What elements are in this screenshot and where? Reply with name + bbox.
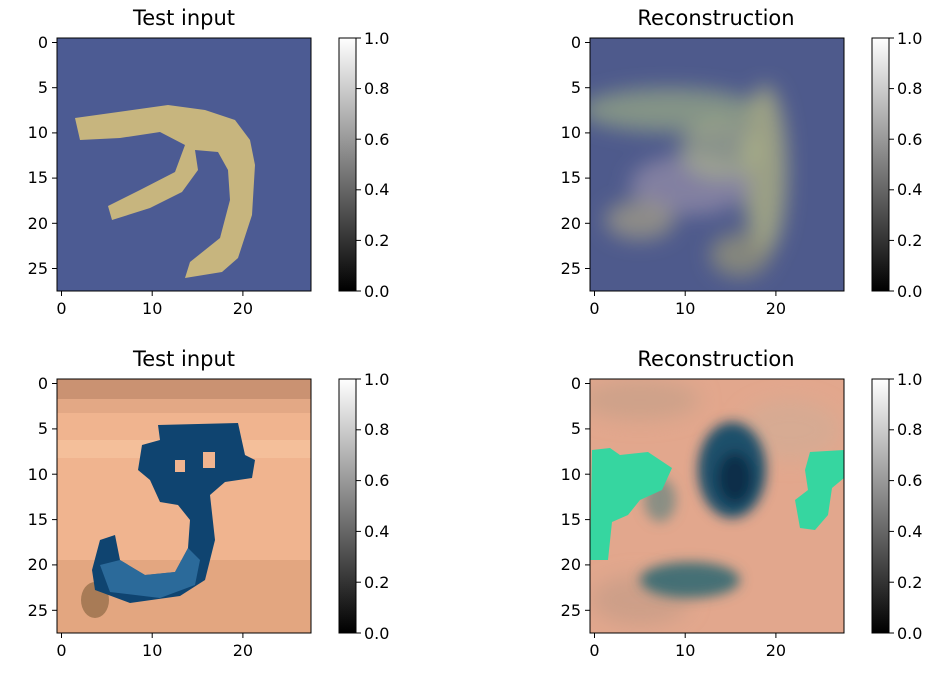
panel-0-frame [56, 37, 312, 292]
panel-3-colorbar-tick-label: 0.0 [897, 624, 922, 643]
panel-3-colorbar-tick-label: 0.4 [897, 522, 922, 541]
panel-3-ytick-label: 20 [561, 555, 581, 574]
panel-0-colorbar-tick-label: 0.0 [364, 282, 389, 301]
panel-3-ytick-label: 0 [571, 374, 581, 393]
panel-3-colorbar-tick-label: 1.0 [897, 370, 922, 389]
panel-2-colorbar-tick-label: 0.4 [364, 522, 389, 541]
panel-2-xtick-label: 20 [233, 641, 253, 660]
panel-0-yticks: 0 5 10 15 20 25 [28, 33, 57, 278]
panel-1-colorbar-tick-label: 0.2 [897, 231, 922, 250]
panel-1-colorbar-tick-label: 1.0 [897, 29, 922, 48]
panel-2-yticks: 0 5 10 15 20 25 [28, 374, 57, 620]
panel-1-xtick-label: 0 [589, 299, 599, 318]
panel-0-xticks: 0 10 20 [56, 291, 253, 318]
panel-1-colorbar-tick-label: 0.8 [897, 79, 922, 98]
panel-3-colorbar-tick-label: 0.8 [897, 420, 922, 439]
panel-0: Test input 0 10 20 0 5 10 15 20 [28, 6, 390, 318]
panel-1-xtick-label: 20 [766, 299, 786, 318]
panel-2-colorbar-gradient [338, 378, 357, 634]
panel-3-xticks: 0 10 20 [589, 633, 786, 660]
panel-2-colorbar-tick-label: 0.6 [364, 471, 389, 490]
panel-3-frame [589, 378, 845, 634]
panel-0-colorbar-tick-label: 1.0 [364, 29, 389, 48]
panel-3-image [590, 379, 844, 633]
panel-0-colorbar-tick-label: 0.6 [364, 130, 389, 149]
panel-1-image [590, 38, 844, 291]
panel-2-xtick-label: 10 [142, 641, 162, 660]
panel-3-ytick-label: 5 [571, 419, 581, 438]
panel-2-xtick-label: 0 [56, 641, 66, 660]
panel-2-title: Test input [132, 347, 235, 371]
panel-2-xticks: 0 10 20 [56, 633, 253, 660]
panel-2-ytick-label: 15 [28, 510, 48, 529]
panel-2: Test input 0 10 20 [28, 347, 390, 660]
panel-1-title: Reconstruction [637, 6, 794, 30]
panel-2-colorbar-tick-label: 0.0 [364, 624, 389, 643]
panel-3-yticks: 0 5 10 15 20 25 [561, 374, 590, 620]
panel-2-colorbar-tick-label: 0.2 [364, 573, 389, 592]
panel-3-title: Reconstruction [637, 347, 794, 371]
panel-2-ytick-label: 5 [38, 419, 48, 438]
panel-1-ytick-label: 5 [571, 78, 581, 97]
panel-0-ytick-label: 15 [28, 168, 48, 187]
panel-2-colorbar-tick-label: 0.8 [364, 420, 389, 439]
panel-3-teal-patch-right [795, 450, 844, 530]
panel-1-colorbar-tick-label: 0.6 [897, 130, 922, 149]
panel-2-ytick-label: 20 [28, 555, 48, 574]
panel-2-ytick-label: 25 [28, 601, 48, 620]
panel-1-ytick-label: 15 [561, 168, 581, 187]
panel-3-ytick-label: 10 [561, 465, 581, 484]
panel-3-colorbar: 0.0 0.2 0.4 0.6 0.8 1.0 [871, 370, 922, 643]
panel-2-colorbar: 0.0 0.2 0.4 0.6 0.8 1.0 [338, 370, 389, 643]
panel-0-xtick-label: 20 [233, 299, 253, 318]
panel-1-xticks: 0 10 20 [589, 291, 786, 318]
panel-3-teal-patch-left [590, 448, 672, 560]
panel-1-yticks: 0 5 10 15 20 25 [561, 33, 590, 278]
panel-0-colorbar-tick-label: 0.8 [364, 79, 389, 98]
panel-3-colorbar-gradient [871, 378, 890, 634]
panel-1-ytick-label: 0 [571, 33, 581, 52]
panel-1-ytick-label: 25 [561, 259, 581, 278]
panel-1: Reconstruction 0 10 20 [561, 6, 923, 318]
panel-0-image [57, 38, 311, 291]
panel-2-image [57, 379, 311, 633]
panel-0-ytick-label: 5 [38, 78, 48, 97]
panel-1-frame [589, 37, 845, 292]
panel-2-ytick-label: 10 [28, 465, 48, 484]
panel-0-colorbar-tick-label: 0.2 [364, 231, 389, 250]
panel-1-ytick-label: 10 [561, 123, 581, 142]
panel-3-dark-blob [640, 422, 766, 598]
panel-2-frame [56, 378, 312, 634]
panel-0-ytick-label: 25 [28, 259, 48, 278]
panel-0-xtick-label: 10 [142, 299, 162, 318]
panel-1-colorbar-tick-label: 0.0 [897, 282, 922, 301]
panel-2-ytick-label: 0 [38, 374, 48, 393]
panel-1-ytick-label: 20 [561, 214, 581, 233]
panel-0-xtick-label: 0 [56, 299, 66, 318]
panel-0-ytick-label: 10 [28, 123, 48, 142]
panel-0-colorbar-gradient [338, 37, 357, 292]
panel-3-xtick-label: 10 [675, 641, 695, 660]
panel-3-ytick-label: 15 [561, 510, 581, 529]
panel-2-colorbar-tick-label: 1.0 [364, 370, 389, 389]
panel-3-colorbar-tick-label: 0.6 [897, 471, 922, 490]
panel-0-colorbar: 0.0 0.2 0.4 0.6 0.8 1.0 [338, 29, 389, 301]
panel-0-ytick-label: 0 [38, 33, 48, 52]
panel-1-xtick-label: 10 [675, 299, 695, 318]
panel-3: Reconstruction 0 10 20 [561, 347, 923, 660]
panel-0-digit-stroke [75, 105, 255, 278]
panel-1-colorbar: 0.0 0.2 0.4 0.6 0.8 1.0 [871, 29, 922, 301]
panel-3-xtick-label: 0 [589, 641, 599, 660]
panel-1-colorbar-tick-label: 0.4 [897, 180, 922, 199]
panel-0-colorbar-tick-label: 0.4 [364, 180, 389, 199]
panel-1-colorbar-gradient [871, 37, 890, 292]
panel-3-ytick-label: 25 [561, 601, 581, 620]
panel-3-colorbar-tick-label: 0.2 [897, 573, 922, 592]
panel-0-title: Test input [132, 6, 235, 30]
panel-0-ytick-label: 20 [28, 214, 48, 233]
panel-3-xtick-label: 20 [766, 641, 786, 660]
